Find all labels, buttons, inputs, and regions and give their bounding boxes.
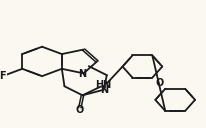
Text: O: O — [75, 105, 83, 115]
Text: N: N — [100, 85, 108, 95]
Text: HN: HN — [95, 80, 112, 90]
Text: F: F — [0, 71, 6, 81]
Text: N: N — [78, 69, 86, 79]
Text: O: O — [156, 78, 164, 88]
